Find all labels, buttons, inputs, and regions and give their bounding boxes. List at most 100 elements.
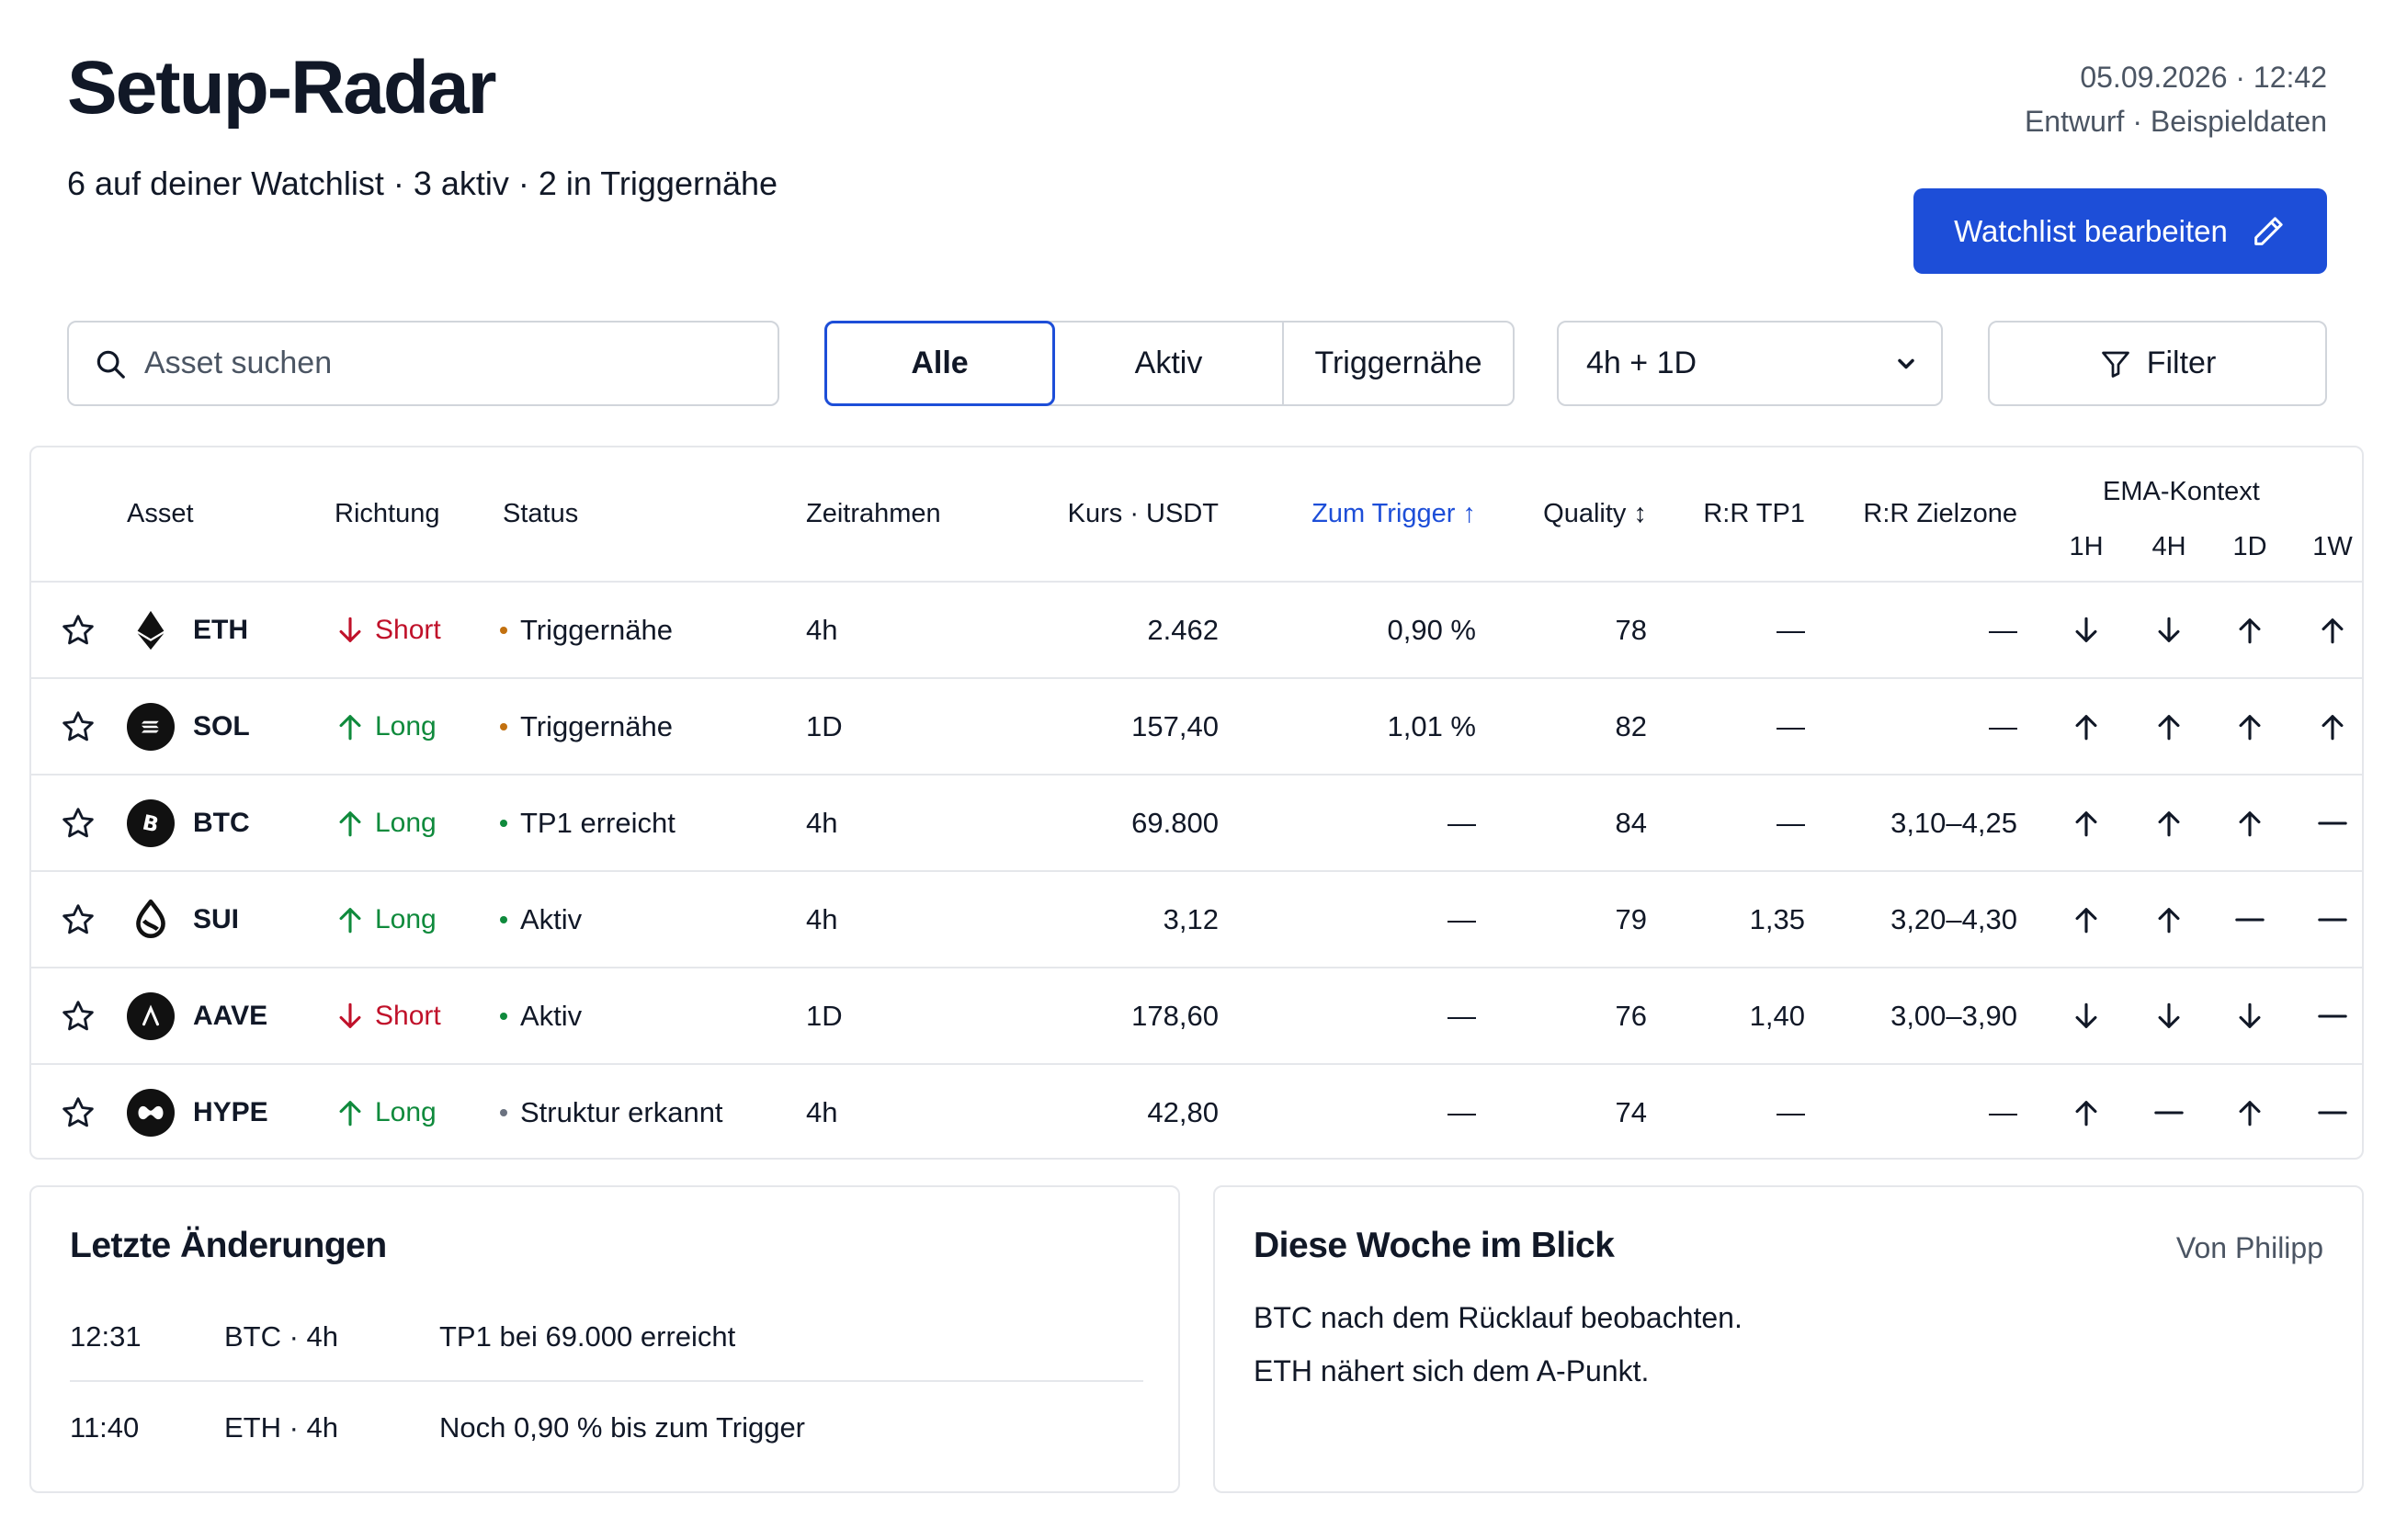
col-rr-tp1[interactable]: R:R TP1 bbox=[1703, 499, 1805, 528]
page-title: Setup-Radar bbox=[67, 46, 497, 130]
change-asset: BTC · 4h bbox=[224, 1320, 339, 1353]
price-cell: 69.800 bbox=[1131, 806, 1219, 839]
page-subtitle: 6 auf deiner Watchlist · 3 aktiv · 2 in … bbox=[67, 164, 778, 202]
arrow-up-icon bbox=[2158, 907, 2180, 933]
change-item[interactable]: 11:40 ETH · 4h Noch 0,90 % bis zum Trigg… bbox=[70, 1384, 1143, 1472]
ema-trend-cell bbox=[2059, 679, 2114, 774]
favorite-toggle[interactable] bbox=[55, 968, 101, 1063]
asset-symbol[interactable]: BTC bbox=[193, 807, 250, 838]
recent-changes-card: Letzte Änderungen 12:31 BTC · 4h TP1 bei… bbox=[29, 1185, 1180, 1493]
asset-symbol[interactable]: SUI bbox=[193, 903, 240, 934]
search-input[interactable] bbox=[144, 345, 742, 381]
dash-icon bbox=[2235, 917, 2265, 922]
status-dot bbox=[500, 626, 507, 634]
status-label: Triggernähe bbox=[520, 709, 674, 742]
chevron-down-icon bbox=[1898, 358, 1914, 368]
arrow-up-icon bbox=[2322, 714, 2344, 740]
status-cell: Triggernähe bbox=[500, 583, 673, 677]
direction-label: Long bbox=[375, 710, 437, 742]
segment-aktiv[interactable]: Aktiv bbox=[1055, 323, 1284, 404]
status-label: TP1 erreicht bbox=[520, 806, 675, 839]
asset-symbol[interactable]: ETH bbox=[193, 614, 248, 645]
weekly-focus-author: Von Philipp bbox=[2175, 1231, 2323, 1264]
hype-icon bbox=[127, 1088, 175, 1137]
arrow-up-icon bbox=[2158, 714, 2180, 740]
ema-trend-cell bbox=[2222, 776, 2277, 870]
arrow-down-icon bbox=[339, 617, 361, 642]
table-row[interactable]: SOL Long Triggernähe 1D 157,40 1,01 % 82 — — bbox=[31, 679, 2362, 776]
star-icon bbox=[62, 710, 94, 741]
rr-tp1-cell: — bbox=[1777, 806, 1805, 839]
status-cell: Struktur erkannt bbox=[500, 1065, 723, 1158]
asset-symbol[interactable]: SOL bbox=[193, 710, 250, 742]
arrow-down-icon bbox=[2075, 1002, 2097, 1028]
edit-watchlist-button[interactable]: Watchlist bearbeiten bbox=[1913, 188, 2327, 274]
trigger-distance-cell: — bbox=[1447, 902, 1476, 935]
rr-tp1-cell: — bbox=[1777, 709, 1805, 742]
col-direction[interactable]: Richtung bbox=[335, 499, 440, 528]
timeframe-select[interactable]: 4h + 1D bbox=[1557, 321, 1943, 406]
rr-tp1-cell: — bbox=[1777, 613, 1805, 646]
favorite-toggle[interactable] bbox=[55, 1065, 101, 1158]
price-cell: 178,60 bbox=[1131, 999, 1219, 1032]
col-asset[interactable]: Asset bbox=[127, 499, 194, 528]
arrow-down-icon bbox=[2158, 617, 2180, 642]
filter-button[interactable]: Filter bbox=[1988, 321, 2327, 406]
table-header: Asset Richtung Status Zeitrahmen Kurs · … bbox=[31, 447, 2362, 583]
favorite-toggle[interactable] bbox=[55, 872, 101, 967]
trigger-distance-cell: 0,90 % bbox=[1387, 613, 1476, 646]
search-box[interactable] bbox=[67, 321, 779, 406]
col-timeframe[interactable]: Zeitrahmen bbox=[806, 499, 941, 528]
table-row[interactable]: SUI Long Aktiv 4h 3,12 — 79 1,35 3,20–4,30 bbox=[31, 872, 2362, 968]
col-ema-1d: 1D bbox=[2232, 532, 2267, 561]
col-trigger[interactable]: Zum Trigger ↑ bbox=[1311, 499, 1476, 528]
table-row[interactable]: B BTC Long TP1 erreicht 4h 69.800 — 84 — 3,10–4,2… bbox=[31, 776, 2362, 872]
col-rr-zone[interactable]: R:R Zielzone bbox=[1863, 499, 2017, 528]
status-label: Aktiv bbox=[520, 902, 583, 935]
dash-icon bbox=[2318, 917, 2347, 922]
col-quality[interactable]: Quality ↕ bbox=[1543, 499, 1647, 528]
table-row[interactable]: AAVE Short Aktiv 1D 178,60 — 76 1,40 3,00–3,90 bbox=[31, 968, 2362, 1065]
ema-trend-cell bbox=[2059, 583, 2114, 677]
ema-trend-cell bbox=[2141, 968, 2197, 1063]
eth-icon bbox=[137, 610, 165, 650]
recent-changes-title: Letzte Änderungen bbox=[70, 1226, 387, 1265]
arrow-up-icon bbox=[2239, 1100, 2261, 1126]
arrow-up-icon bbox=[339, 1100, 361, 1126]
weekly-focus-card: Diese Woche im Blick Von Philipp BTC nac… bbox=[1213, 1185, 2364, 1493]
asset-symbol[interactable]: AAVE bbox=[193, 1000, 268, 1031]
segment-triggernaehe[interactable]: Triggernähe bbox=[1314, 345, 1482, 380]
segment-alle[interactable]: Alle bbox=[824, 321, 1055, 406]
ema-trend-cell bbox=[2305, 1065, 2360, 1158]
rr-tp1-cell: 1,40 bbox=[1749, 999, 1805, 1032]
quality-cell: 82 bbox=[1615, 709, 1647, 742]
status-cell: TP1 erreicht bbox=[500, 776, 675, 870]
col-status[interactable]: Status bbox=[503, 499, 579, 528]
table-row[interactable]: HYPE Long Struktur erkannt 4h 42,80 — 74 — — bbox=[31, 1065, 2362, 1158]
status-cell: Triggernähe bbox=[500, 679, 673, 774]
ema-trend-cell bbox=[2305, 776, 2360, 870]
favorite-toggle[interactable] bbox=[55, 583, 101, 677]
change-item[interactable]: 12:31 BTC · 4h TP1 bei 69.000 erreicht bbox=[70, 1294, 1143, 1382]
weekly-note-line: BTC nach dem Rücklauf beobachten. bbox=[1254, 1301, 1743, 1334]
ema-trend-cell bbox=[2222, 968, 2277, 1063]
quality-cell: 76 bbox=[1615, 999, 1647, 1032]
timeframe-cell: 4h bbox=[806, 902, 838, 935]
filter-label: Filter bbox=[2146, 345, 2217, 380]
col-ema-context: EMA-Kontext bbox=[2103, 477, 2260, 506]
table-row[interactable]: ETH Short Triggernähe 4h 2.462 0,90 % 78 — — bbox=[31, 583, 2362, 679]
trigger-distance-cell: 1,01 % bbox=[1387, 709, 1476, 742]
ema-trend-cell bbox=[2141, 776, 2197, 870]
ema-trend-cell bbox=[2222, 679, 2277, 774]
rr-zone-cell: 3,20–4,30 bbox=[1890, 902, 2017, 935]
favorite-toggle[interactable] bbox=[55, 776, 101, 870]
quality-cell: 78 bbox=[1615, 613, 1647, 646]
coin-logo bbox=[123, 1065, 178, 1158]
asset-symbol[interactable]: HYPE bbox=[193, 1096, 268, 1127]
timeframe-cell: 1D bbox=[806, 709, 843, 742]
favorite-toggle[interactable] bbox=[55, 679, 101, 774]
arrow-up-icon bbox=[2075, 714, 2097, 740]
svg-text:B: B bbox=[141, 810, 161, 837]
col-price[interactable]: Kurs · USDT bbox=[1067, 499, 1219, 528]
timeframe-cell: 1D bbox=[806, 999, 843, 1032]
